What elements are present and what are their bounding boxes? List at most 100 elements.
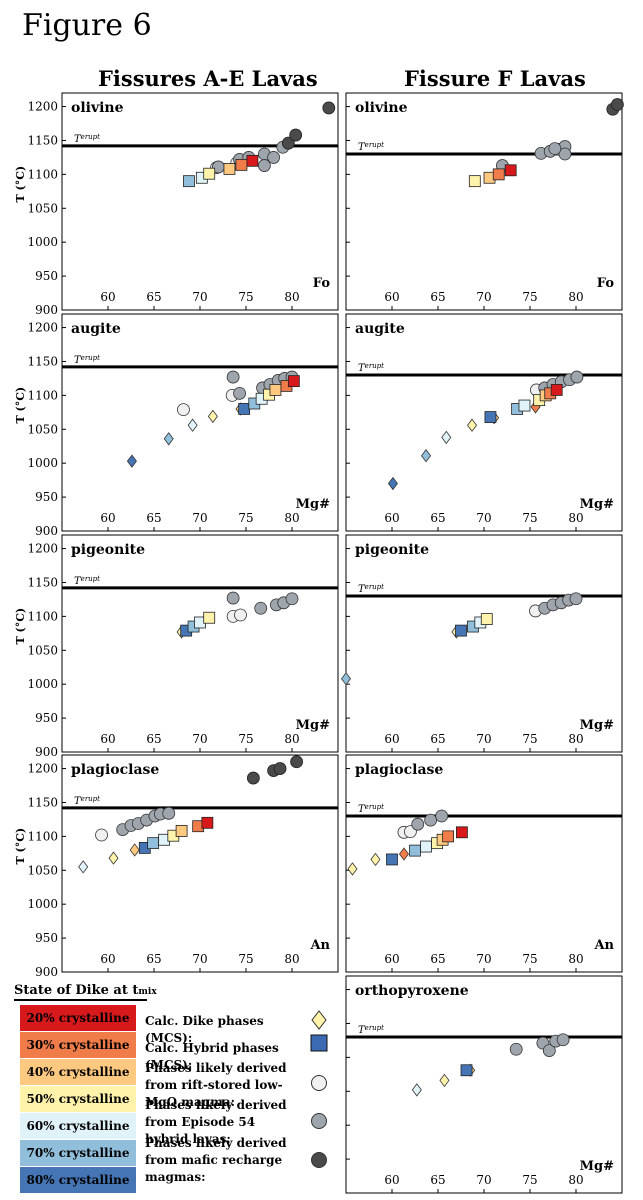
square-point (518, 399, 531, 412)
diamond-point (207, 409, 218, 424)
square-point (246, 154, 259, 167)
circle-white-point (177, 403, 190, 417)
square-point (484, 411, 497, 423)
square-point (203, 611, 216, 624)
terupt-sup: erupt (365, 803, 384, 811)
diamond-point (370, 852, 381, 867)
y-tick-label: 900 (35, 965, 58, 979)
figure-title: Figure 6 (22, 8, 152, 43)
diamond-point (126, 454, 137, 468)
circle-gray-point (558, 147, 572, 161)
legend-item-label: Calc. Hybrid phases (MCS): (145, 1041, 279, 1072)
circle-dark-point (322, 101, 336, 115)
y-tick-label: 1000 (27, 677, 58, 691)
mineral-label: olivine (355, 100, 408, 116)
x-variable-label: Mg# (580, 718, 614, 733)
x-tick-label: 80 (568, 290, 583, 304)
x-tick-label: 75 (238, 952, 253, 966)
terupt-sup: erupt (81, 795, 100, 803)
y-tick-label: 1100 (27, 829, 58, 843)
square-point (223, 163, 236, 175)
mineral-label: olivine (71, 100, 124, 116)
circle-gray-point (226, 370, 240, 384)
diamond-point (108, 851, 119, 865)
diamond-point (441, 430, 452, 445)
terupt-sup: erupt (81, 133, 100, 141)
y-axis-label: T (°C) (14, 166, 27, 203)
legend-marker-circle-dark (311, 1152, 327, 1168)
legend-circle-icon (311, 1075, 327, 1091)
circle-dark-point (281, 136, 295, 150)
square-point (269, 384, 282, 396)
x-tick-label: 80 (284, 732, 299, 746)
y-tick-label: 1000 (27, 456, 58, 470)
circle-gray-point (509, 1042, 523, 1056)
panel-a-e-plagioclase: 900 950 1000 1050 1100 1150 1200 60 65 70 75 80 plag… (27, 754, 339, 979)
circle-gray-point (267, 151, 281, 164)
y-tick-label: 1000 (27, 235, 58, 249)
y-axis-label: T (°C) (14, 387, 27, 424)
scale-swatch: 70% crystalline (20, 1140, 136, 1166)
panel-a-e-augite: 900 950 1000 1050 1100 1150 1200 60 65 70 75 80 augi… (27, 313, 339, 538)
panel-frame (345, 534, 623, 753)
x-tick-label: 80 (568, 1173, 583, 1187)
x-tick-label: 75 (238, 290, 253, 304)
y-tick-label: 1100 (27, 167, 58, 181)
legend-marker-square-blue (310, 1034, 328, 1052)
circle-gray-point (285, 592, 299, 606)
legend-item-label: Phases likely derived from mafic recharg… (145, 1136, 287, 1184)
circle-white-point (95, 828, 108, 842)
circle-gray-point (226, 591, 240, 605)
x-tick-label: 70 (476, 290, 491, 304)
x-variable-label: An (593, 938, 614, 953)
x-tick-label: 60 (100, 732, 115, 746)
square-point (409, 844, 421, 857)
circle-gray-point (233, 386, 246, 400)
y-tick-label: 1150 (27, 354, 58, 368)
circle-dark-point (290, 755, 304, 769)
diamond-point (78, 860, 89, 874)
y-tick-label: 950 (35, 711, 58, 725)
legend-item-label: Phases likely derived from Episode 54 hy… (145, 1098, 287, 1146)
y-tick-label: 900 (35, 745, 58, 759)
terupt-sup: erupt (365, 1024, 384, 1032)
square-point (235, 158, 248, 171)
x-variable-label: Mg# (296, 497, 330, 512)
x-tick-label: 60 (384, 952, 399, 966)
column-title-left: Fissures A-E Lavas (98, 66, 318, 91)
x-tick-label: 60 (384, 732, 399, 746)
square-point (203, 167, 216, 180)
square-point (456, 826, 468, 839)
panel-frame (345, 975, 623, 1194)
x-tick-label: 70 (192, 952, 207, 966)
y-tick-label: 1100 (27, 388, 58, 402)
legend-caption-text: State of Dike at t (14, 983, 139, 998)
x-tick-label: 60 (384, 511, 399, 525)
x-tick-label: 75 (522, 732, 537, 746)
legend-circle-icon (311, 1113, 327, 1129)
square-point (550, 384, 563, 396)
x-tick-label: 70 (192, 290, 207, 304)
x-tick-label: 70 (476, 952, 491, 966)
diamond-point (387, 476, 398, 491)
circle-gray-point (569, 592, 583, 606)
x-tick-label: 70 (192, 511, 207, 525)
y-tick-label: 1050 (27, 201, 58, 215)
x-tick-label: 80 (568, 952, 583, 966)
terupt-sup: erupt (365, 583, 384, 591)
legend-marker-diamond-yellow (311, 1010, 327, 1030)
panel-a-e-olivine: 900 950 1000 1050 1100 1150 1200 60 65 70 75 80 oliv… (27, 92, 339, 317)
circle-white-point (234, 608, 247, 622)
x-tick-label: 65 (146, 511, 161, 525)
y-tick-label: 1200 (27, 100, 58, 114)
x-tick-label: 80 (568, 511, 583, 525)
mineral-label: plagioclase (355, 762, 443, 778)
scale-swatch: 30% crystalline (20, 1032, 136, 1058)
x-tick-label: 65 (430, 732, 445, 746)
terupt-sup: erupt (365, 141, 384, 149)
terupt-sup: erupt (365, 362, 384, 370)
